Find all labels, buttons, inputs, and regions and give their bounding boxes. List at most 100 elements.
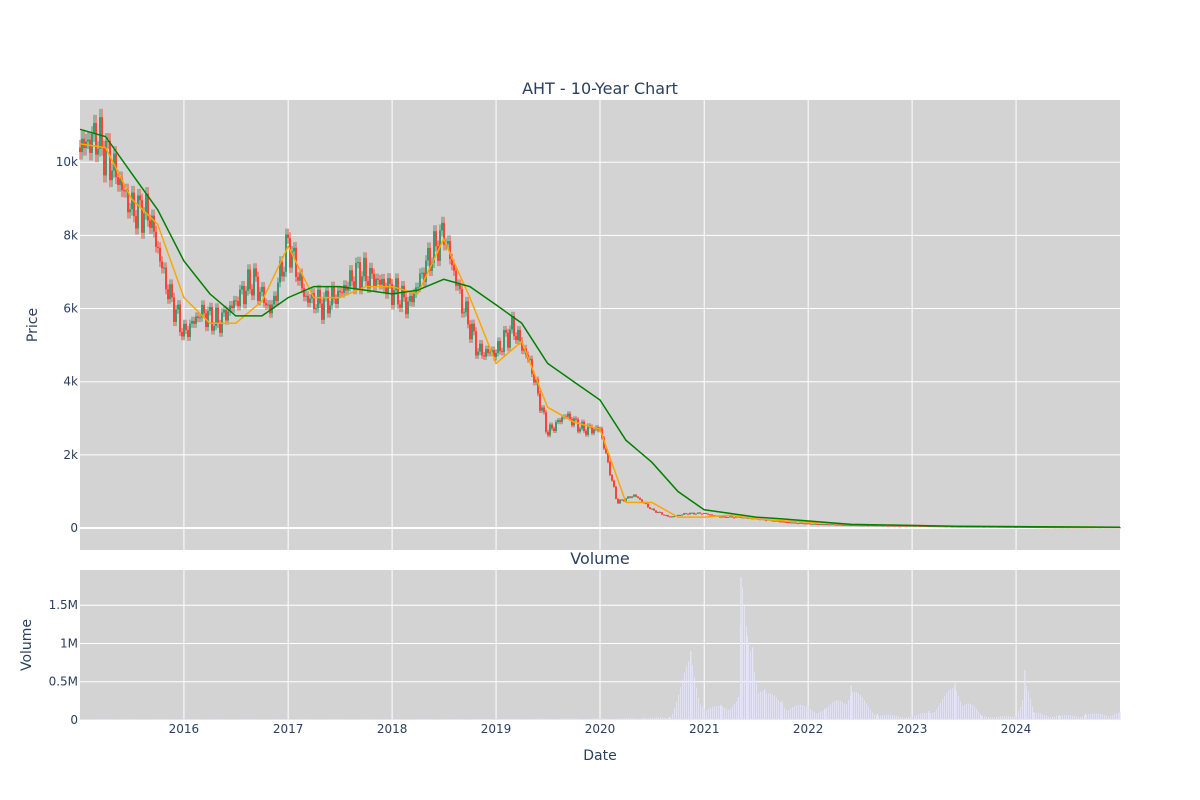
volume-bar bbox=[972, 705, 973, 720]
volume-bar bbox=[424, 719, 425, 720]
candle-body bbox=[443, 222, 445, 245]
volume-bar bbox=[334, 719, 335, 720]
volume-bar bbox=[562, 718, 563, 720]
price-candles bbox=[79, 108, 1121, 529]
candle-body bbox=[569, 413, 571, 420]
volume-bar bbox=[804, 705, 805, 720]
volume-bar bbox=[554, 719, 555, 720]
volume-bar bbox=[660, 717, 661, 720]
candle-body bbox=[811, 523, 813, 525]
volume-y-tick-label: 1M bbox=[60, 636, 78, 650]
volume-bar bbox=[720, 706, 721, 720]
volume-bar bbox=[244, 719, 245, 720]
candle-body bbox=[995, 526, 997, 528]
candle-body bbox=[851, 525, 853, 527]
volume-bar bbox=[544, 718, 545, 720]
volume-bar bbox=[604, 718, 605, 720]
volume-bar bbox=[854, 691, 855, 720]
candle-body bbox=[623, 499, 625, 502]
volume-bar bbox=[1054, 716, 1055, 720]
candle-body bbox=[173, 297, 175, 322]
volume-bar bbox=[540, 718, 541, 720]
candle-body bbox=[219, 323, 221, 333]
candle-body bbox=[825, 524, 827, 526]
volume-bar bbox=[694, 676, 695, 720]
candle-body bbox=[979, 526, 981, 528]
candle-body bbox=[725, 516, 727, 518]
volume-bar bbox=[442, 719, 443, 720]
volume-bar bbox=[864, 700, 865, 720]
volume-bar bbox=[1056, 715, 1057, 720]
candle-body bbox=[83, 138, 85, 149]
volume-bar bbox=[748, 642, 749, 720]
volume-bar bbox=[506, 718, 507, 720]
volume-bar bbox=[658, 717, 659, 720]
candle-body bbox=[965, 526, 967, 528]
candle-body bbox=[141, 200, 143, 233]
volume-bar bbox=[774, 695, 775, 720]
volume-bar bbox=[1038, 713, 1039, 720]
volume-bar bbox=[1074, 715, 1075, 720]
candle-body bbox=[731, 516, 733, 518]
candle-body bbox=[553, 428, 555, 432]
volume-bar bbox=[966, 703, 967, 720]
candle-body bbox=[435, 231, 437, 247]
volume-bar bbox=[810, 708, 811, 720]
candle-body bbox=[417, 287, 419, 289]
volume-bar bbox=[246, 719, 247, 720]
candle-body bbox=[1015, 526, 1017, 528]
volume-bar bbox=[490, 719, 491, 720]
candle-body bbox=[557, 420, 559, 423]
volume-bar bbox=[364, 719, 365, 720]
candle-body bbox=[911, 525, 913, 527]
volume-bar bbox=[524, 719, 525, 720]
candle-body bbox=[585, 430, 587, 435]
volume-bar bbox=[354, 719, 355, 720]
volume-bar bbox=[180, 719, 181, 720]
candle-body bbox=[701, 513, 703, 515]
candle-body bbox=[1035, 527, 1037, 529]
volume-bar bbox=[124, 719, 125, 720]
volume-bar bbox=[560, 718, 561, 720]
candle-body bbox=[691, 512, 693, 514]
candle-body bbox=[697, 512, 699, 514]
candle-body bbox=[125, 190, 127, 192]
volume-axis-label: Volume bbox=[19, 619, 35, 671]
candle-body bbox=[885, 525, 887, 527]
volume-bar bbox=[888, 714, 889, 720]
x-tick-label: 2018 bbox=[377, 722, 408, 736]
volume-bar bbox=[1090, 713, 1091, 720]
volume-bar bbox=[470, 719, 471, 720]
candle-body bbox=[89, 139, 91, 153]
volume-bar bbox=[1060, 715, 1061, 720]
volume-bar bbox=[132, 719, 133, 720]
volume-bar bbox=[478, 718, 479, 720]
candle-body bbox=[201, 304, 203, 318]
x-tick-label: 2023 bbox=[897, 722, 928, 736]
volume-bar bbox=[706, 710, 707, 720]
volume-bar bbox=[426, 719, 427, 720]
candle-body bbox=[711, 514, 713, 516]
volume-bar bbox=[444, 719, 445, 720]
volume-bar bbox=[576, 718, 577, 720]
volume-bar bbox=[858, 693, 859, 720]
candle-body bbox=[657, 511, 659, 513]
volume-bar bbox=[420, 719, 421, 720]
candle-body bbox=[927, 526, 929, 528]
candle-body bbox=[977, 526, 979, 528]
volume-bar bbox=[632, 718, 633, 720]
candle-body bbox=[79, 147, 81, 153]
volume-bar bbox=[300, 719, 301, 720]
candle-body bbox=[837, 524, 839, 526]
candle-body bbox=[269, 304, 271, 314]
candle-body bbox=[865, 525, 867, 527]
volume-bar bbox=[502, 719, 503, 720]
candle-body bbox=[903, 525, 905, 527]
x-tick-label: 2017 bbox=[273, 722, 304, 736]
candle-body bbox=[857, 525, 859, 527]
candle-body bbox=[849, 525, 851, 527]
candle-body bbox=[427, 247, 429, 261]
volume-bar bbox=[222, 719, 223, 720]
candle-body bbox=[169, 284, 171, 300]
volume-bar bbox=[676, 701, 677, 720]
